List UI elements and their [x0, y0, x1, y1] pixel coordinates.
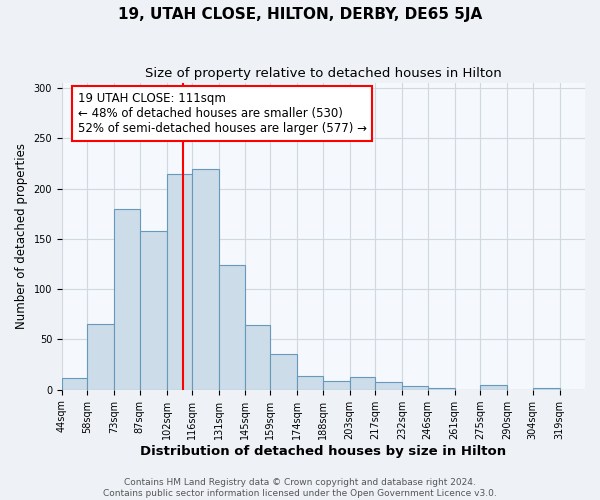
Bar — [87, 324, 115, 390]
Text: Contains HM Land Registry data © Crown copyright and database right 2024.
Contai: Contains HM Land Registry data © Crown c… — [103, 478, 497, 498]
Bar — [402, 386, 428, 390]
Bar — [140, 231, 167, 390]
Title: Size of property relative to detached houses in Hilton: Size of property relative to detached ho… — [145, 68, 502, 80]
Bar — [323, 380, 350, 390]
Bar — [270, 354, 297, 390]
Bar — [428, 388, 455, 390]
Bar — [220, 265, 245, 390]
Bar — [167, 174, 192, 390]
Y-axis label: Number of detached properties: Number of detached properties — [15, 144, 28, 330]
X-axis label: Distribution of detached houses by size in Hilton: Distribution of detached houses by size … — [140, 444, 506, 458]
Text: 19 UTAH CLOSE: 111sqm
← 48% of detached houses are smaller (530)
52% of semi-det: 19 UTAH CLOSE: 111sqm ← 48% of detached … — [77, 92, 367, 136]
Text: 19, UTAH CLOSE, HILTON, DERBY, DE65 5JA: 19, UTAH CLOSE, HILTON, DERBY, DE65 5JA — [118, 8, 482, 22]
Bar — [192, 168, 220, 390]
Bar — [375, 382, 402, 390]
Bar — [350, 376, 375, 390]
Bar — [533, 388, 560, 390]
Bar — [62, 378, 87, 390]
Bar — [245, 326, 270, 390]
Bar — [297, 376, 323, 390]
Bar — [115, 208, 140, 390]
Bar — [480, 384, 507, 390]
